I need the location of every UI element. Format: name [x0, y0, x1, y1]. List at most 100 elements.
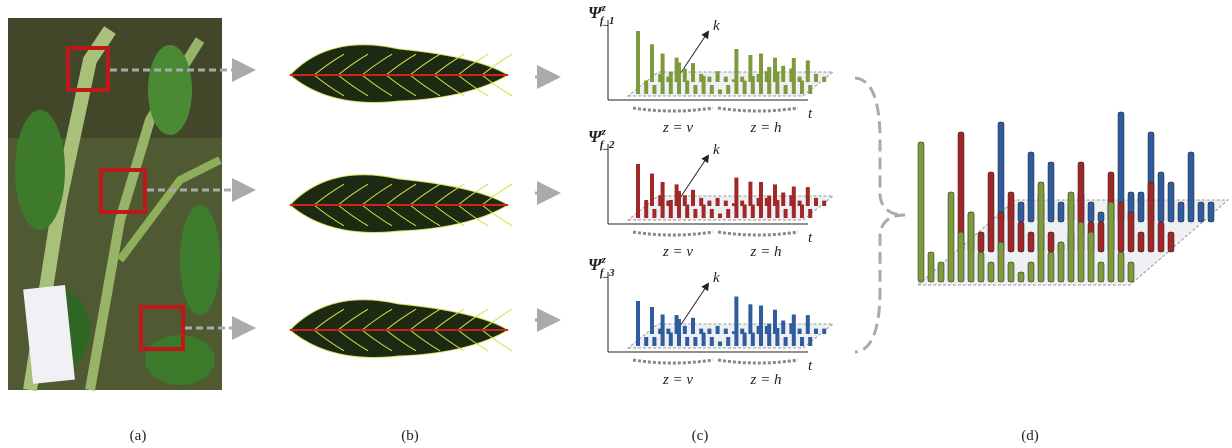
vein — [385, 74, 417, 97]
bar — [1017, 201, 1025, 223]
bar — [805, 60, 810, 82]
axis-k: k — [713, 18, 720, 34]
vein — [385, 329, 417, 352]
psi-label: Ψz f_3 — [588, 254, 615, 279]
bar — [701, 204, 706, 218]
bar — [693, 85, 698, 94]
bar — [1147, 181, 1155, 253]
bar — [668, 332, 673, 346]
bar — [756, 73, 761, 82]
bar — [775, 71, 780, 94]
bar — [1077, 221, 1085, 283]
bar — [685, 204, 690, 218]
bar — [814, 328, 818, 334]
vein — [481, 74, 513, 97]
group-label: z = v — [662, 372, 693, 388]
vein — [313, 329, 345, 352]
bar — [1017, 221, 1025, 253]
bar — [1127, 211, 1135, 253]
bar — [650, 307, 654, 334]
bar — [742, 204, 747, 218]
bar — [764, 197, 769, 206]
bar — [1007, 261, 1015, 283]
bar — [759, 182, 763, 218]
bar — [1087, 201, 1095, 223]
bar — [1057, 241, 1065, 283]
vein — [481, 329, 513, 352]
bar — [805, 315, 810, 334]
bar — [764, 325, 769, 334]
vein — [409, 204, 441, 227]
group-label: z = h — [750, 244, 782, 260]
bar — [1057, 201, 1065, 223]
panel-label: (c) — [692, 428, 709, 444]
bar — [1127, 261, 1135, 283]
vein — [481, 204, 513, 227]
bar — [1107, 201, 1115, 283]
bar — [682, 195, 687, 206]
bar — [1097, 261, 1105, 283]
vein — [433, 329, 465, 352]
vein — [457, 53, 489, 76]
bar — [1137, 231, 1145, 253]
bar — [797, 200, 802, 206]
bar — [814, 73, 818, 82]
bar — [732, 79, 736, 82]
leaf — [289, 44, 509, 103]
panel-label: (a) — [130, 428, 147, 444]
bar — [1037, 181, 1045, 283]
bar — [666, 200, 671, 206]
bar — [917, 141, 925, 283]
bar — [1117, 251, 1125, 283]
bar — [668, 71, 673, 94]
symbol: Ψ — [588, 255, 603, 274]
vein — [433, 204, 465, 227]
bar — [759, 305, 763, 346]
vein — [337, 204, 369, 227]
bar — [756, 197, 761, 206]
bar — [636, 301, 640, 346]
bar — [699, 197, 704, 206]
bar — [709, 85, 714, 94]
bar — [1047, 251, 1055, 283]
leaves — [289, 44, 513, 358]
vein — [409, 329, 441, 352]
bar — [709, 337, 714, 346]
bar — [1067, 191, 1075, 283]
bar — [1047, 231, 1055, 253]
bar — [658, 328, 663, 334]
bar — [660, 182, 665, 218]
bar — [740, 200, 745, 206]
bar — [636, 31, 640, 94]
bar — [644, 200, 649, 218]
bar — [1047, 161, 1055, 223]
vein — [385, 53, 417, 76]
bar — [808, 337, 813, 346]
bar — [718, 341, 722, 346]
bar — [726, 85, 731, 94]
vein — [433, 53, 465, 76]
bar — [699, 328, 704, 334]
bar — [1027, 151, 1035, 223]
bar — [822, 76, 827, 82]
group-brace — [632, 230, 714, 237]
bar — [707, 76, 712, 82]
bar — [822, 328, 827, 334]
bar — [773, 309, 777, 334]
bar — [732, 203, 736, 206]
bar — [658, 73, 663, 82]
bar — [797, 76, 802, 82]
bar — [644, 337, 649, 346]
bar — [764, 71, 769, 82]
bar — [718, 89, 722, 94]
bar — [1157, 171, 1165, 223]
bar — [808, 209, 813, 218]
bar — [1197, 201, 1205, 223]
group-label: z = v — [662, 120, 693, 136]
vein — [433, 74, 465, 97]
superscript: z — [601, 126, 607, 138]
bar — [797, 328, 802, 334]
bar — [701, 76, 706, 94]
vein — [457, 74, 489, 97]
bar — [677, 62, 681, 94]
